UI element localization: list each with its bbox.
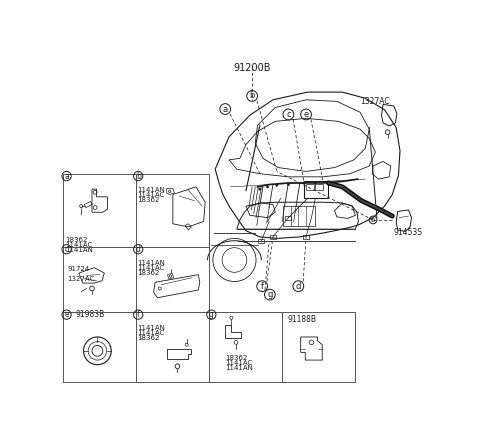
Text: 18362: 18362 bbox=[137, 335, 160, 342]
Text: 1141AN: 1141AN bbox=[225, 365, 253, 371]
Bar bbox=[63, 174, 136, 247]
Text: 1141AC: 1141AC bbox=[65, 242, 92, 248]
Bar bbox=[306, 184, 314, 190]
Text: a: a bbox=[64, 171, 69, 181]
Text: 1327AC: 1327AC bbox=[67, 276, 95, 282]
Text: b: b bbox=[136, 171, 141, 181]
Text: 91200B: 91200B bbox=[233, 63, 271, 73]
Text: 91453S: 91453S bbox=[394, 228, 423, 237]
Text: 91983B: 91983B bbox=[76, 310, 105, 319]
Bar bbox=[303, 235, 309, 239]
Text: 18362: 18362 bbox=[137, 197, 160, 203]
Text: 18362: 18362 bbox=[225, 355, 248, 361]
Text: a: a bbox=[223, 105, 228, 114]
Text: 1141AN: 1141AN bbox=[137, 260, 165, 266]
Text: e: e bbox=[303, 110, 309, 119]
Text: b: b bbox=[250, 92, 255, 100]
Bar bbox=[270, 235, 276, 239]
Text: 18362: 18362 bbox=[65, 237, 87, 243]
Circle shape bbox=[276, 184, 278, 187]
Bar bbox=[63, 247, 136, 312]
Text: g: g bbox=[209, 310, 214, 319]
Text: 1141AN: 1141AN bbox=[137, 187, 165, 193]
Bar bbox=[136, 247, 209, 312]
Text: f: f bbox=[261, 282, 264, 291]
Circle shape bbox=[302, 182, 305, 184]
Text: c: c bbox=[286, 110, 291, 119]
Text: 91188B: 91188B bbox=[288, 315, 317, 324]
Text: 1141AN: 1141AN bbox=[137, 326, 165, 332]
Text: 1327AC: 1327AC bbox=[360, 97, 390, 106]
Text: 1141AN: 1141AN bbox=[65, 247, 93, 253]
Text: c: c bbox=[64, 245, 69, 254]
Text: 91724: 91724 bbox=[67, 266, 90, 272]
Text: 1141AC: 1141AC bbox=[137, 330, 165, 336]
Bar bbox=[304, 181, 328, 198]
Text: e: e bbox=[64, 310, 69, 319]
Text: f: f bbox=[137, 310, 140, 319]
Bar bbox=[136, 312, 209, 381]
Circle shape bbox=[287, 183, 289, 186]
Text: 1141AC: 1141AC bbox=[137, 192, 165, 198]
Text: b: b bbox=[371, 217, 375, 223]
Text: 1141AC: 1141AC bbox=[225, 360, 252, 366]
Bar bbox=[282, 312, 355, 381]
Bar bbox=[136, 174, 209, 247]
Bar bbox=[63, 312, 136, 381]
Bar bbox=[283, 206, 315, 226]
Bar bbox=[258, 239, 264, 243]
Circle shape bbox=[266, 186, 269, 188]
Circle shape bbox=[314, 182, 316, 184]
Bar bbox=[285, 216, 291, 220]
Bar bbox=[315, 184, 323, 190]
Text: g: g bbox=[267, 290, 273, 299]
Circle shape bbox=[259, 188, 261, 190]
Bar bbox=[209, 312, 282, 381]
Text: 18362: 18362 bbox=[137, 270, 160, 276]
Text: 1141AC: 1141AC bbox=[137, 265, 165, 271]
Text: d: d bbox=[296, 282, 301, 291]
Text: d: d bbox=[136, 245, 141, 254]
